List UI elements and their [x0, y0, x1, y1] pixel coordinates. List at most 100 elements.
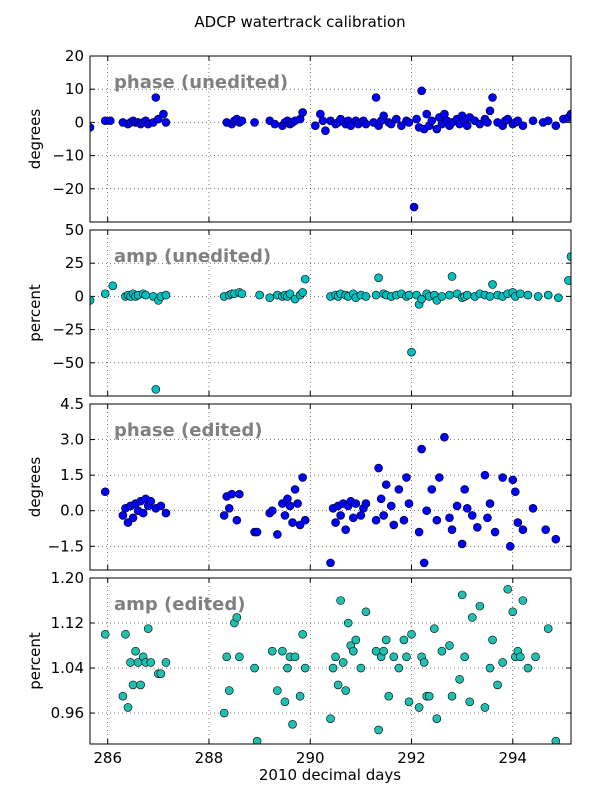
- data-point: [445, 641, 454, 650]
- data-point: [300, 274, 310, 284]
- data-point: [138, 508, 148, 518]
- data-point: [417, 294, 426, 304]
- data-point: [419, 658, 429, 667]
- data-point: [331, 652, 340, 662]
- data-point: [541, 525, 550, 534]
- data-point: [128, 680, 138, 690]
- data-point: [473, 523, 482, 532]
- y-axis-label: degrees: [26, 109, 44, 170]
- data-point: [485, 499, 495, 508]
- y-tick-label: −50: [52, 354, 84, 372]
- data-point: [447, 691, 457, 701]
- data-point: [389, 652, 399, 662]
- data-point: [235, 652, 244, 662]
- data-point: [523, 290, 533, 300]
- data-point: [336, 511, 345, 520]
- data-point: [156, 669, 166, 678]
- data-point: [381, 480, 391, 489]
- data-point: [394, 485, 404, 494]
- figure-title: ADCP watertrack calibration: [194, 13, 405, 31]
- data-point: [250, 118, 259, 127]
- panel-2: 50 25 0 −25 −50 amp (unedited) percent: [26, 221, 572, 397]
- data-point: [564, 276, 571, 285]
- data-point: [161, 118, 171, 127]
- data-point: [528, 116, 538, 126]
- data-point: [399, 515, 409, 525]
- data-point: [336, 596, 345, 605]
- data-point: [285, 289, 295, 299]
- data-point: [288, 518, 297, 527]
- data-point: [447, 525, 457, 534]
- y-tick-label: −25: [52, 321, 84, 339]
- y-tick-label: 0.0: [60, 502, 84, 520]
- data-point: [462, 504, 472, 513]
- data-point: [151, 93, 161, 102]
- data-point: [394, 663, 404, 673]
- panel-frame: [89, 55, 572, 223]
- data-point: [424, 691, 434, 701]
- data-point: [235, 489, 244, 499]
- data-point: [118, 691, 128, 701]
- data-point: [543, 624, 553, 633]
- data-point: [136, 680, 145, 690]
- data-point: [462, 121, 472, 131]
- y-tick-label: 1.20: [51, 569, 84, 587]
- data-point: [156, 501, 166, 511]
- y-tick-label: 1.5: [60, 466, 84, 484]
- y-tick-label: 50: [65, 221, 84, 239]
- y-tick-label: 0.96: [51, 704, 84, 722]
- data-points: [90, 252, 571, 394]
- data-point: [414, 703, 424, 712]
- data-point: [422, 109, 432, 119]
- data-point: [298, 629, 307, 639]
- data-point: [518, 525, 528, 534]
- data-point: [361, 499, 371, 508]
- data-point: [480, 703, 490, 712]
- data-point: [440, 432, 449, 442]
- panel-label: amp (edited): [114, 594, 245, 615]
- data-point: [488, 280, 497, 289]
- data-point: [273, 530, 282, 539]
- y-tick-label: 3.0: [60, 431, 84, 449]
- data-point: [467, 613, 477, 622]
- data-point: [267, 646, 277, 656]
- data-point: [222, 652, 232, 662]
- data-point: [447, 272, 457, 281]
- data-point: [404, 118, 414, 127]
- data-point: [100, 487, 110, 497]
- data-point: [298, 108, 307, 117]
- data-point: [422, 506, 432, 516]
- data-point: [232, 613, 242, 622]
- data-point: [237, 116, 247, 126]
- data-point: [427, 116, 437, 126]
- y-axis-label: percent: [26, 632, 44, 690]
- data-point: [551, 534, 561, 544]
- x-axis-label: 2010 decimal days: [259, 766, 401, 784]
- data-point: [227, 489, 237, 499]
- x-tick-label: 294: [498, 749, 527, 767]
- data-point: [457, 590, 467, 600]
- data-point: [161, 508, 171, 518]
- data-point: [386, 501, 396, 511]
- data-point: [371, 290, 381, 300]
- data-point: [105, 116, 115, 126]
- data-point: [376, 494, 386, 504]
- data-point: [508, 607, 518, 617]
- data-point: [356, 663, 366, 673]
- data-point: [432, 714, 442, 723]
- x-tick-label: 290: [296, 749, 325, 767]
- y-tick-label: −20: [52, 180, 84, 198]
- data-point: [531, 652, 540, 662]
- data-point: [516, 652, 525, 662]
- x-tick-label: 286: [93, 749, 122, 767]
- data-point: [533, 292, 543, 301]
- data-point: [518, 121, 528, 131]
- data-point: [328, 663, 338, 673]
- data-point: [143, 624, 153, 633]
- data-point: [407, 629, 416, 639]
- panel-1: 20 10 0 −10 −20 phase (unedited) degrees: [26, 47, 572, 223]
- data-point: [151, 385, 161, 394]
- data-point: [417, 86, 426, 96]
- data-point: [452, 501, 462, 511]
- data-point: [285, 501, 295, 511]
